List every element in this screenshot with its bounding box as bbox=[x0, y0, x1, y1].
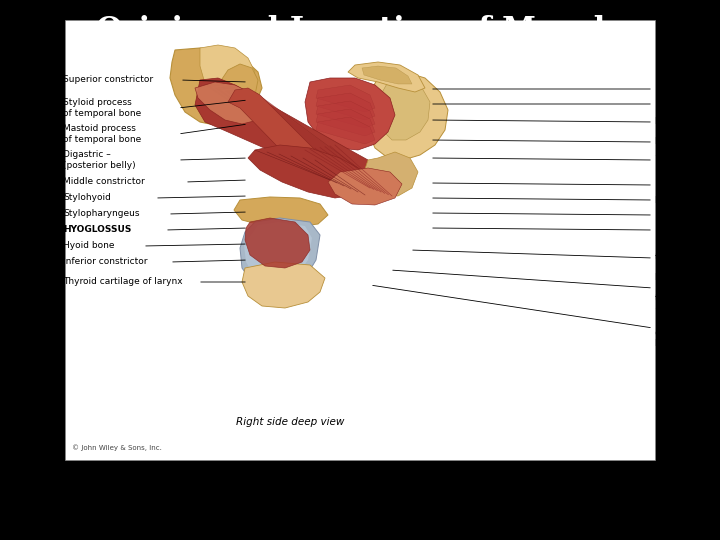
Text: © John Wiley & Sons, Inc.: © John Wiley & Sons, Inc. bbox=[72, 444, 162, 451]
Polygon shape bbox=[234, 197, 328, 227]
Text: Superior constrictor: Superior constrictor bbox=[63, 76, 153, 84]
Text: Fibrous loop for
intermediate
tendon of digastric: Fibrous loop for intermediate tendon of … bbox=[655, 273, 720, 303]
Polygon shape bbox=[220, 87, 364, 181]
Text: Thyroid cartilage of larynx: Thyroid cartilage of larynx bbox=[63, 278, 183, 287]
Text: Thyrohyoid
membrane
(connects hyoid
bone to larynx): Thyrohyoid membrane (connects hyoid bone… bbox=[655, 308, 720, 348]
Polygon shape bbox=[195, 78, 375, 185]
Polygon shape bbox=[240, 93, 371, 185]
Polygon shape bbox=[248, 145, 370, 198]
Polygon shape bbox=[215, 86, 363, 180]
Polygon shape bbox=[316, 109, 375, 136]
Polygon shape bbox=[362, 66, 412, 84]
Text: GENIOHYOID: GENIOHYOID bbox=[655, 211, 719, 219]
Polygon shape bbox=[210, 84, 361, 179]
Polygon shape bbox=[364, 152, 418, 196]
Polygon shape bbox=[348, 62, 425, 92]
Polygon shape bbox=[244, 222, 312, 284]
Polygon shape bbox=[230, 91, 367, 183]
Text: STYLOGLOSSUS: STYLOGLOSSUS bbox=[655, 84, 720, 93]
Polygon shape bbox=[225, 89, 366, 182]
Text: Digastric –
(posterior belly): Digastric – (posterior belly) bbox=[63, 150, 135, 170]
Polygon shape bbox=[305, 78, 395, 150]
Polygon shape bbox=[316, 85, 375, 112]
Polygon shape bbox=[242, 262, 325, 308]
Text: Intermediate
tendon of
digastric: Intermediate tendon of digastric bbox=[655, 243, 714, 273]
Polygon shape bbox=[195, 82, 265, 124]
Polygon shape bbox=[328, 168, 402, 205]
Text: Inferior constrictor: Inferior constrictor bbox=[63, 258, 148, 267]
Polygon shape bbox=[240, 218, 320, 290]
Polygon shape bbox=[205, 83, 360, 178]
Polygon shape bbox=[235, 92, 369, 184]
Text: Tongue: Tongue bbox=[655, 156, 688, 165]
Text: Mylohyoid: Mylohyoid bbox=[655, 226, 701, 234]
Text: Hard palate (cut): Hard palate (cut) bbox=[655, 138, 720, 146]
Polygon shape bbox=[316, 117, 375, 144]
Text: HYOGLOSSUS: HYOGLOSSUS bbox=[63, 226, 131, 234]
Text: Mandible (cut): Mandible (cut) bbox=[655, 195, 720, 205]
Text: Mastoid process
of temporal bone: Mastoid process of temporal bone bbox=[63, 124, 141, 144]
Text: Middle constrictor: Middle constrictor bbox=[63, 178, 145, 186]
Text: Right side deep view: Right side deep view bbox=[236, 417, 344, 427]
Text: Hyoid bone: Hyoid bone bbox=[63, 241, 114, 251]
Text: Palatine tonsil: Palatine tonsil bbox=[655, 118, 719, 126]
Polygon shape bbox=[200, 45, 255, 95]
Text: Stylopharyngeus: Stylopharyngeus bbox=[63, 210, 140, 219]
Polygon shape bbox=[170, 48, 262, 125]
Polygon shape bbox=[218, 64, 258, 110]
Polygon shape bbox=[365, 72, 448, 160]
Polygon shape bbox=[378, 80, 430, 140]
Polygon shape bbox=[245, 218, 310, 268]
Text: Styloid process
of temporal bone: Styloid process of temporal bone bbox=[63, 98, 141, 118]
Polygon shape bbox=[316, 101, 375, 128]
Text: Origin and Insertion of Muscle: Origin and Insertion of Muscle bbox=[96, 15, 624, 45]
Bar bbox=[65, 20, 655, 460]
Text: PALATOGLOSSUS: PALATOGLOSSUS bbox=[655, 99, 720, 109]
Text: Stylohyoid: Stylohyoid bbox=[63, 193, 111, 202]
Polygon shape bbox=[316, 93, 375, 120]
Text: GENIOCLOSSUS: GENIOCLOSSUS bbox=[655, 180, 720, 190]
Polygon shape bbox=[228, 88, 330, 178]
